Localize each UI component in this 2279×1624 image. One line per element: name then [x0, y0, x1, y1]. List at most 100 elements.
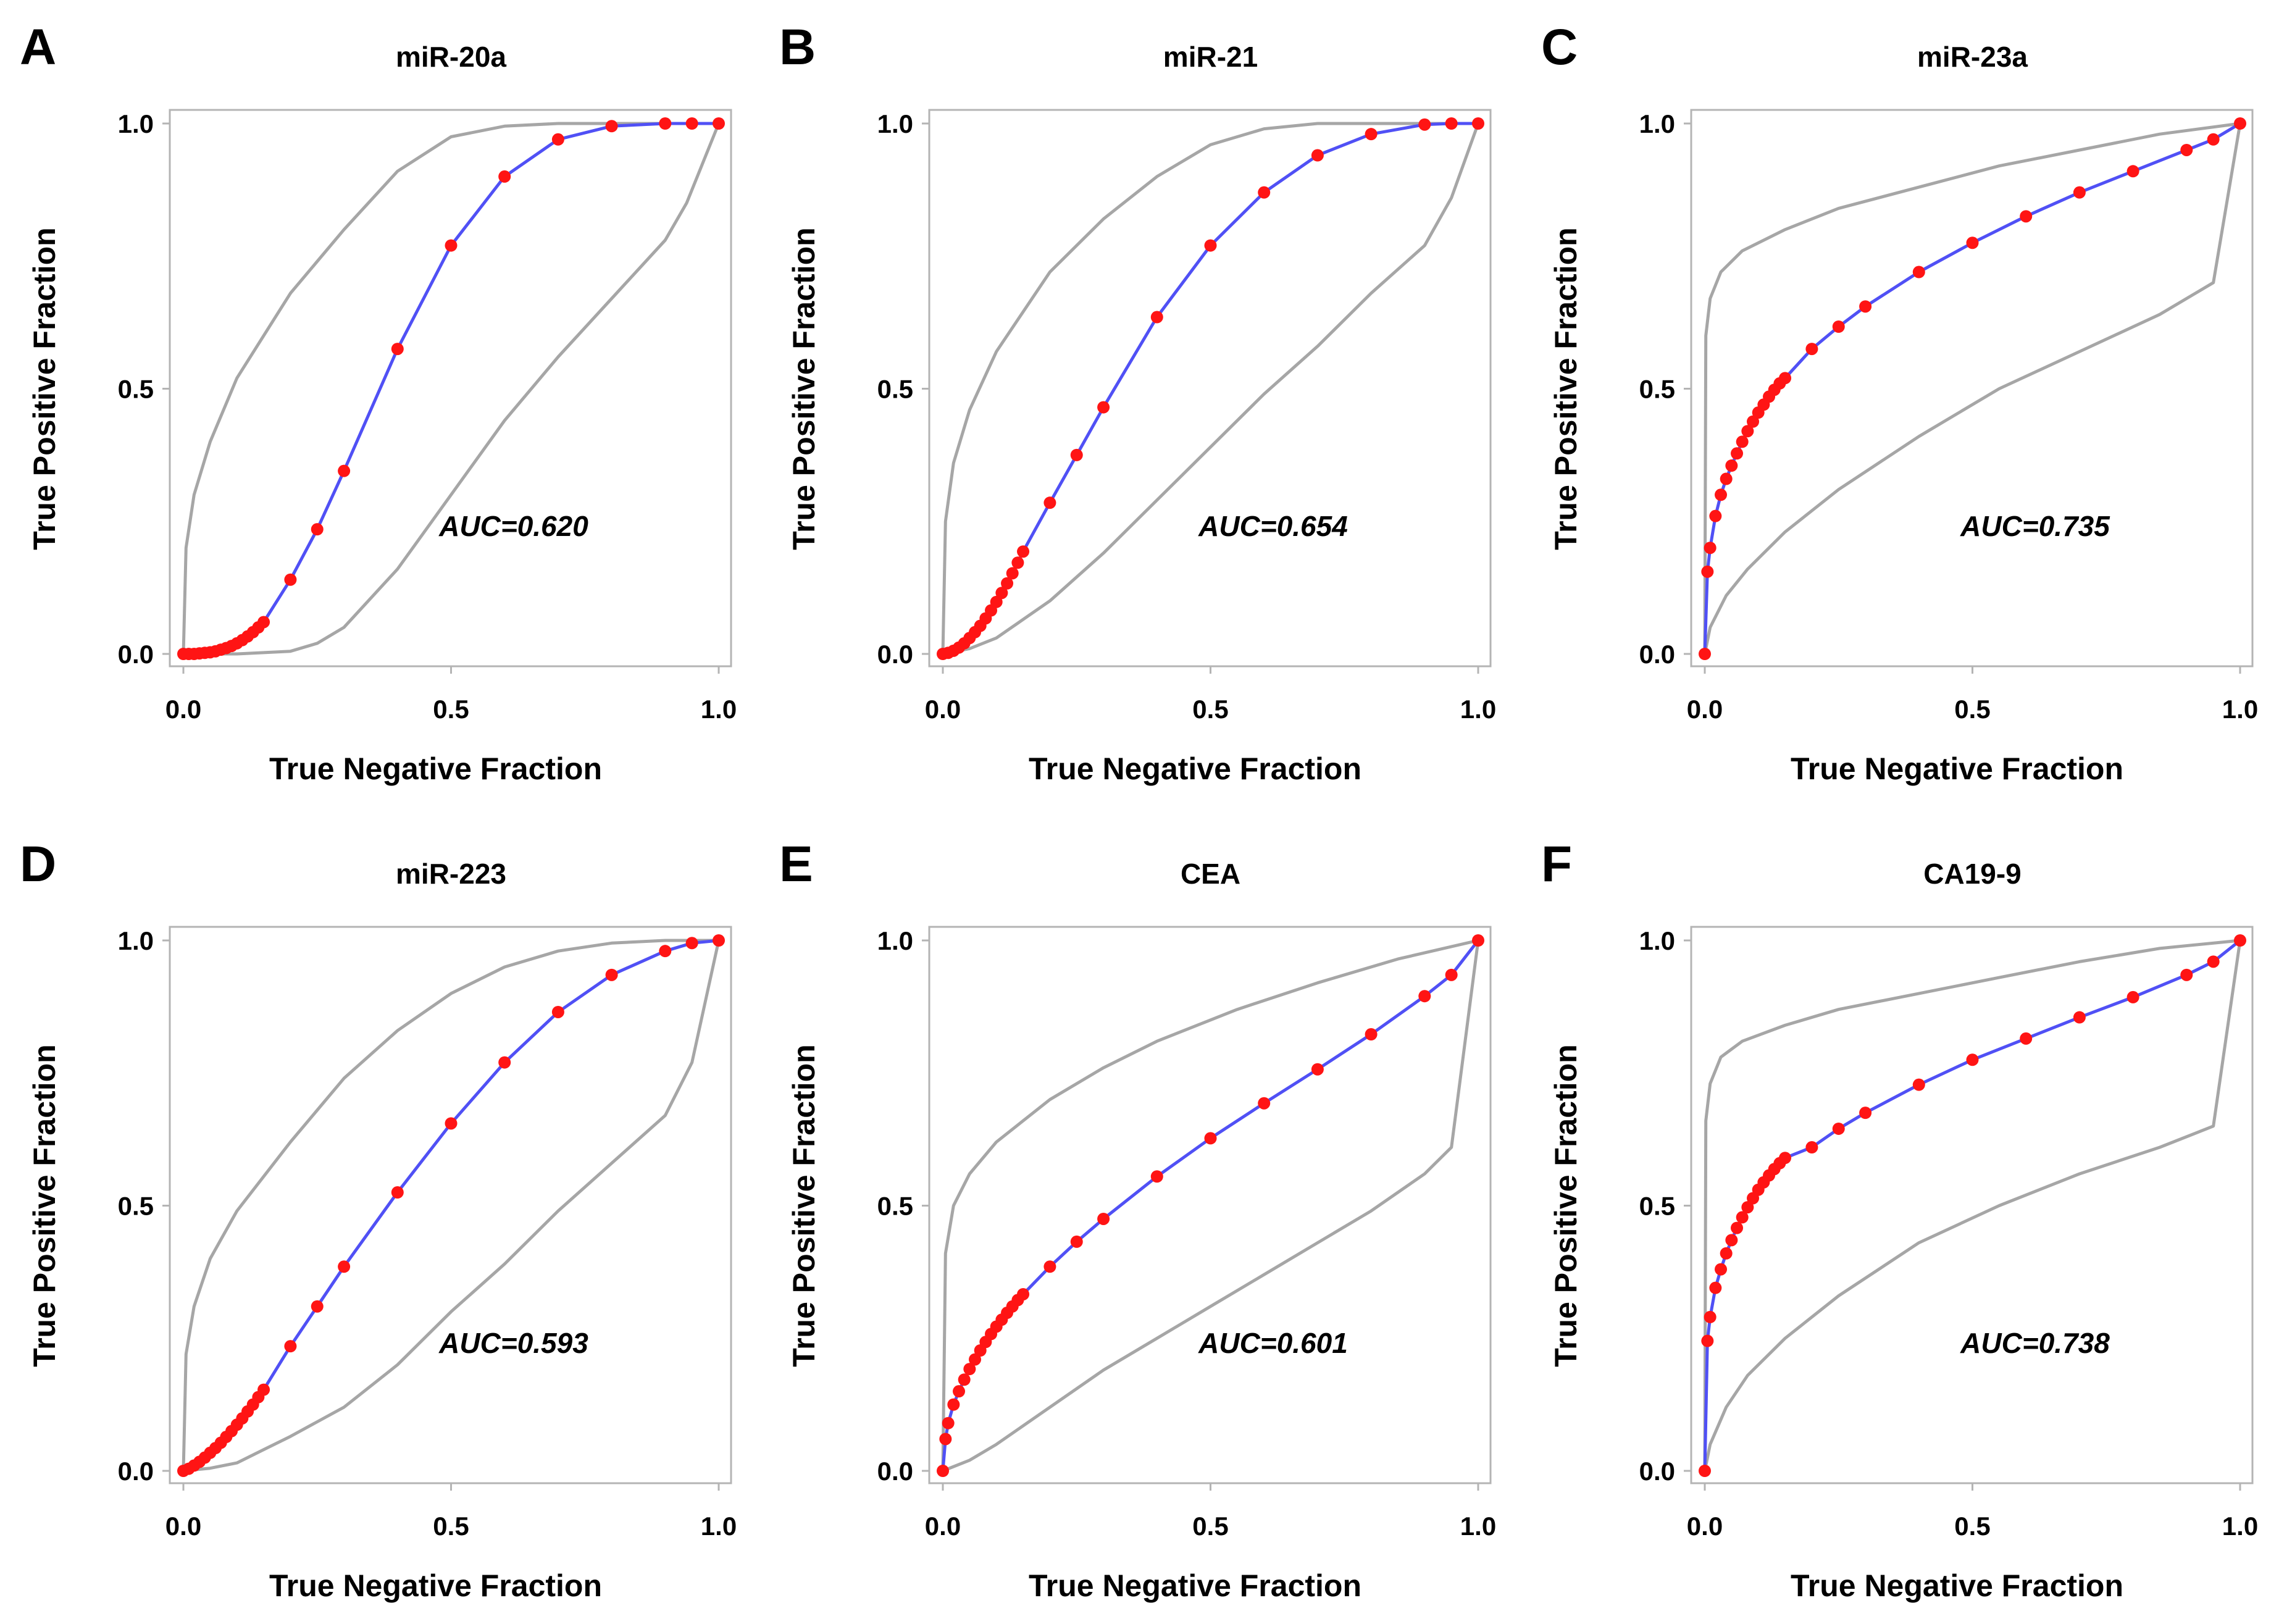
- roc-point: [1043, 496, 1056, 509]
- roc-point: [2180, 143, 2193, 156]
- roc-point: [2073, 1011, 2086, 1024]
- y-tick-label: 0.5: [877, 375, 913, 404]
- y-axis-label: True Positive Fraction: [27, 1044, 62, 1367]
- ci-lower-line: [182, 122, 721, 656]
- roc-panel-e: E CEA 0.0 0.0 0.5 0.5 1.0 1.0 True Negative Frac…: [779, 836, 1496, 1603]
- roc-point: [1966, 1053, 1979, 1066]
- y-tick-label: 0.5: [1639, 375, 1675, 404]
- ci-lower-line: [941, 939, 1480, 1473]
- y-tick-label: 1.0: [1639, 109, 1675, 138]
- auc-annotation: AUC=0.738: [1960, 1327, 2110, 1359]
- roc-curve-line: [182, 122, 721, 656]
- y-tick-label: 1.0: [877, 926, 913, 955]
- roc-point: [1704, 1310, 1717, 1323]
- x-tick-label: 0.5: [1192, 1512, 1228, 1541]
- y-axis-label: True Positive Fraction: [787, 1044, 821, 1367]
- panel-letter-b: B: [779, 19, 816, 75]
- roc-point: [1043, 1260, 1056, 1273]
- roc-point: [1720, 472, 1733, 485]
- roc-point: [1097, 1212, 1110, 1225]
- roc-point: [1204, 239, 1217, 252]
- roc-point: [1912, 1078, 1925, 1091]
- roc-point: [1709, 1281, 1722, 1294]
- y-tick-label: 0.0: [877, 640, 913, 669]
- roc-point: [311, 1300, 324, 1313]
- roc-point: [1011, 556, 1024, 569]
- chart-title-mir-21: miR-21: [1163, 41, 1258, 73]
- x-tick-label: 0.5: [1192, 695, 1228, 724]
- roc-point: [1731, 447, 1744, 460]
- roc-point: [1725, 459, 1738, 472]
- roc-point: [2020, 210, 2033, 223]
- roc-point: [969, 1353, 982, 1366]
- x-tick-label: 0.5: [433, 695, 469, 724]
- roc-panel-f: F CA19-9 0.0 0.0 0.5 0.5 1.0 1.0 True Negative F…: [1541, 836, 2258, 1603]
- x-tick-label: 0.0: [165, 695, 201, 724]
- plot-frame: [1690, 926, 2254, 1484]
- roc-point: [391, 343, 404, 356]
- roc-point: [1805, 1141, 1818, 1154]
- roc-point: [2180, 968, 2193, 981]
- roc-point: [551, 1005, 564, 1018]
- roc-point: [995, 587, 1008, 600]
- roc-point: [1720, 1247, 1733, 1260]
- roc-point: [1070, 448, 1083, 461]
- x-axis-label: True Negative Fraction: [269, 1568, 602, 1603]
- roc-point: [1701, 1334, 1714, 1347]
- roc-point: [1472, 117, 1484, 130]
- roc-point: [605, 120, 618, 133]
- roc-point: [498, 1056, 511, 1069]
- roc-point: [1311, 1063, 1324, 1076]
- roc-point: [445, 1117, 458, 1130]
- roc-point: [685, 117, 698, 130]
- roc-point: [2234, 934, 2246, 947]
- roc-point: [2234, 117, 2246, 130]
- ci-lower-line: [1703, 122, 2242, 656]
- roc-point: [284, 573, 297, 586]
- roc-point: [963, 1363, 976, 1376]
- auc-annotation: AUC=0.601: [1198, 1327, 1348, 1359]
- roc-point: [1731, 1221, 1744, 1234]
- roc-point: [257, 1383, 270, 1396]
- roc-point: [498, 170, 511, 183]
- roc-point: [990, 595, 1003, 608]
- roc-point: [1150, 1170, 1163, 1183]
- y-axis-label: True Positive Fraction: [1549, 227, 1583, 550]
- auc-annotation: AUC=0.654: [1198, 510, 1348, 542]
- roc-point: [1445, 117, 1458, 130]
- roc-point: [1311, 149, 1324, 162]
- roc-point: [1805, 343, 1818, 356]
- roc-point: [1472, 934, 1484, 947]
- x-tick-label: 1.0: [701, 1512, 737, 1541]
- ci-lower-line: [941, 122, 1480, 656]
- ci-upper-line: [941, 939, 1480, 1473]
- roc-point: [2207, 955, 2220, 968]
- roc-point: [284, 1340, 297, 1353]
- roc-point: [937, 1465, 949, 1477]
- roc-point: [2020, 1032, 2033, 1045]
- ci-upper-line: [1703, 939, 2242, 1473]
- x-tick-label: 0.0: [165, 1512, 201, 1541]
- x-axis-label: True Negative Fraction: [1791, 751, 2123, 786]
- x-tick-label: 0.5: [1954, 1512, 1990, 1541]
- roc-point: [257, 616, 270, 629]
- y-tick-label: 1.0: [1639, 926, 1675, 955]
- x-tick-label: 1.0: [1460, 1512, 1496, 1541]
- roc-point: [1017, 1287, 1030, 1300]
- roc-point: [1097, 401, 1110, 414]
- roc-point: [1365, 1028, 1378, 1041]
- roc-point: [1912, 266, 1925, 278]
- y-tick-label: 0.5: [877, 1192, 913, 1221]
- roc-point: [1701, 565, 1714, 578]
- panel-letter-c: C: [1541, 19, 1578, 75]
- y-tick-label: 0.0: [1639, 640, 1675, 669]
- roc-point: [1859, 1107, 1872, 1120]
- roc-curve-line: [1703, 122, 2242, 656]
- roc-point: [1741, 1201, 1754, 1214]
- roc-point: [1966, 236, 1979, 249]
- roc-point: [1006, 567, 1019, 580]
- x-axis-label: True Negative Fraction: [269, 751, 602, 786]
- ci-upper-line: [1703, 122, 2242, 656]
